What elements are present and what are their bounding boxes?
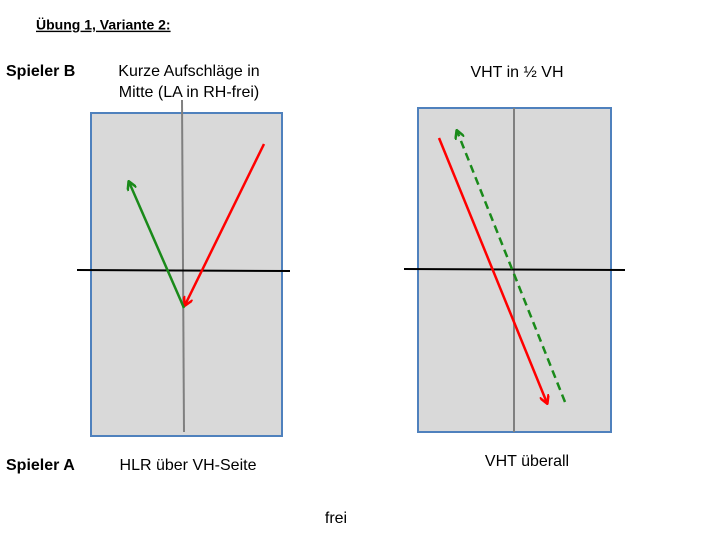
red-arrow <box>437 137 547 403</box>
title: Übung 1, Variante 2: <box>36 17 171 33</box>
footer-note: frei <box>325 510 347 527</box>
green-arrow <box>129 182 186 309</box>
top-label: VHT in ½ VH <box>470 64 563 81</box>
red-arrow <box>185 143 266 305</box>
top-label: Kurze Aufschläge in <box>118 63 259 80</box>
net <box>76 269 291 272</box>
bottom-label: VHT überall <box>485 453 569 470</box>
green-dashed-arrow <box>457 131 567 403</box>
player-b: Spieler B <box>6 63 75 80</box>
bottom-label: HLR über VH-Seite <box>120 457 257 474</box>
net <box>403 268 626 271</box>
player-a: Spieler A <box>6 457 75 474</box>
table-left <box>90 112 283 437</box>
top-label: Mitte (LA in RH-frei) <box>119 84 259 101</box>
center-line <box>181 99 185 433</box>
